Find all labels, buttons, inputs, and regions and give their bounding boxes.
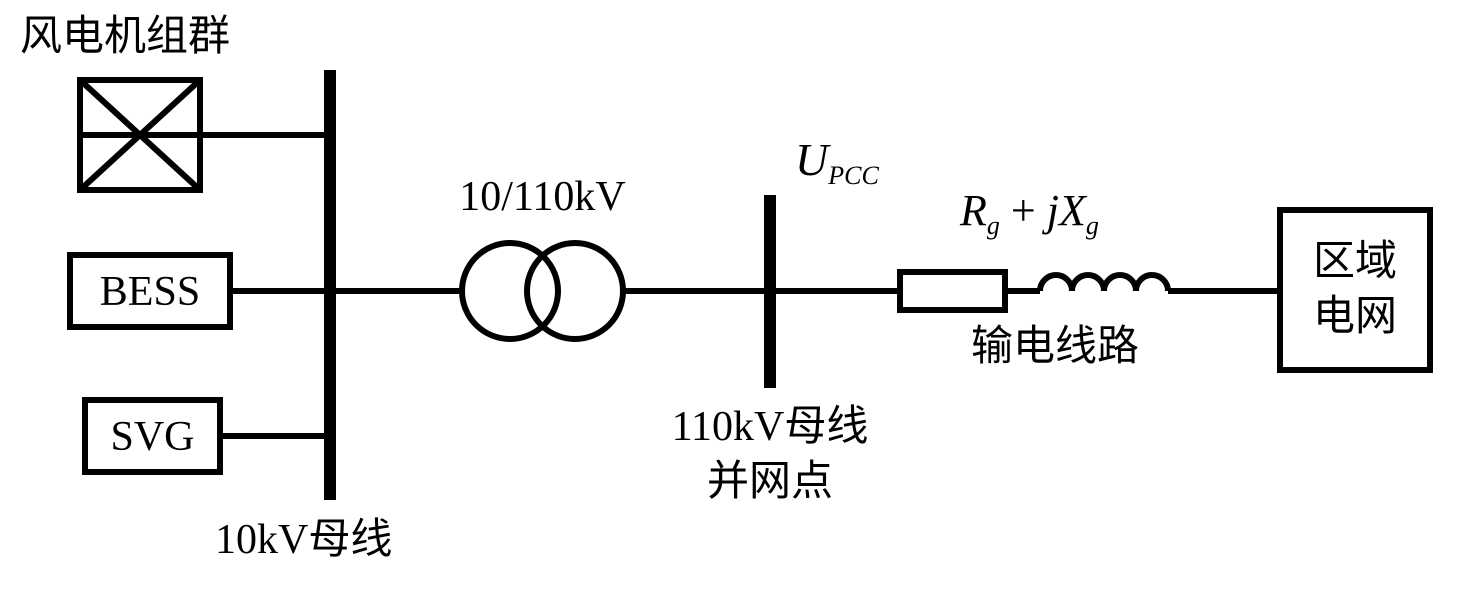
bus110-label-1: 110kV母线 [672, 404, 869, 450]
bess-label: BESS [100, 269, 200, 315]
wind-title: 风电机组群 [20, 14, 230, 60]
grid-label-2: 电网 [1313, 294, 1397, 340]
tline-label: 输电线路 [971, 324, 1139, 370]
resistor-icon [900, 272, 1005, 310]
svg-label: SVG [110, 414, 194, 460]
canvas-bg [0, 0, 1460, 595]
bus10-label: 10kV母线 [215, 517, 392, 563]
grid-label-1: 区域 [1313, 239, 1397, 285]
xfmr-label: 10/110kV [459, 174, 625, 220]
impedance-label: Rg + jXg [959, 186, 1099, 240]
bus110-label-2: 并网点 [707, 459, 833, 505]
